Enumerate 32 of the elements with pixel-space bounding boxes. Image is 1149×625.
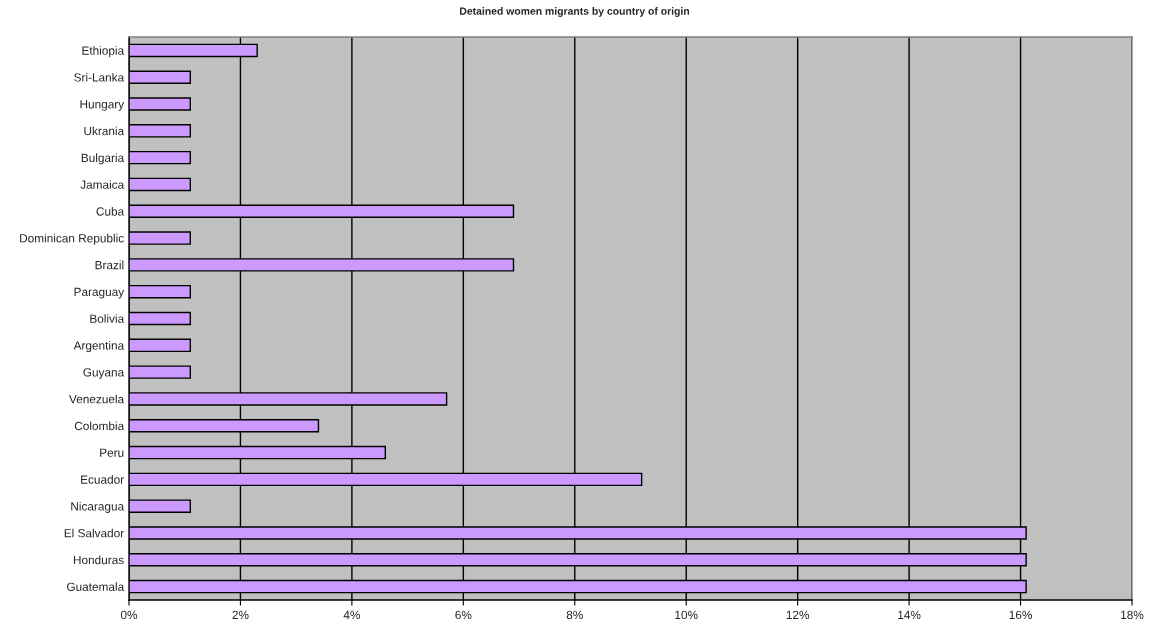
y-tick-label: Guatemala bbox=[66, 582, 125, 591]
x-tick-label: 10% bbox=[675, 610, 698, 620]
x-tick-label: 0% bbox=[120, 610, 138, 620]
y-tick-label: Guyana bbox=[83, 368, 125, 379]
y-tick-label: Hungary bbox=[80, 100, 125, 111]
y-tick-label: Ethiopia bbox=[82, 46, 125, 58]
y-tick-label: Ecuador bbox=[81, 475, 124, 484]
y-tick-label: Peru bbox=[100, 448, 124, 457]
x-tick-label: 16% bbox=[1009, 610, 1032, 620]
y-tick-label: Honduras bbox=[73, 555, 124, 565]
y-tick-label: Brazil bbox=[95, 260, 124, 270]
y-tick-label: Ukrania bbox=[84, 126, 125, 136]
x-tick-label: 6% bbox=[455, 610, 472, 620]
x-tick-label: 4% bbox=[343, 610, 360, 620]
y-tick-label: Colombia bbox=[74, 421, 125, 431]
x-tick-label: 12% bbox=[786, 610, 810, 620]
y-tick-label: El Salvador bbox=[64, 528, 124, 538]
y-tick-label: Nicaragua bbox=[71, 501, 125, 513]
y-tick-label: Dominican Republic bbox=[20, 233, 124, 245]
y-tick-label: Sri-Lanka bbox=[74, 72, 125, 82]
y-tick-label: Venezuela bbox=[69, 394, 125, 404]
x-tick-label: 14% bbox=[898, 610, 921, 620]
y-tick-label: Argentina bbox=[73, 341, 125, 353]
y-tick-label: Bolivia bbox=[90, 314, 125, 323]
y-tick-label: Paraguay bbox=[74, 287, 125, 299]
y-tick-label: Bulgaria bbox=[81, 153, 125, 165]
y-tick-label: Cuba bbox=[96, 206, 125, 216]
x-tick-label: 18% bbox=[1121, 610, 1144, 620]
y-tick-label: Jamaica bbox=[80, 180, 125, 189]
x-tick-label: 8% bbox=[566, 610, 583, 620]
x-tick-label: 2% bbox=[232, 610, 249, 620]
chart-title: Detained women migrants by country of origin bbox=[460, 7, 690, 17]
